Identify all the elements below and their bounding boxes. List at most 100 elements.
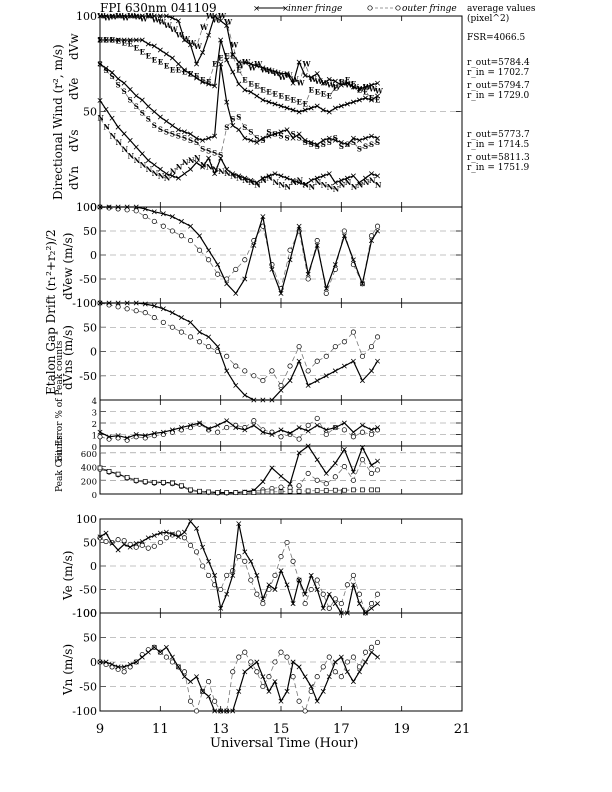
dvew-inner-point-21 xyxy=(287,257,293,263)
directional-wind-dve-inner-point-32 xyxy=(290,107,296,113)
vn-inner-point-22 xyxy=(230,708,236,714)
fit-error-outer-point-30 xyxy=(368,431,375,438)
peak-average-point-16 xyxy=(242,490,248,495)
directional-wind-dvn-outer-point-1: N xyxy=(104,123,111,132)
vn-inner-point-14 xyxy=(181,674,187,680)
dvew-inner-point-4 xyxy=(133,204,139,210)
directional-wind-dvn-outer-point-45: N xyxy=(369,176,376,185)
directional-wind-dvs-inner-point-6 xyxy=(133,93,139,99)
directional-wind-dvw-inner-point-7 xyxy=(139,13,145,19)
directional-wind-dvn-outer-point-2: N xyxy=(110,131,117,140)
directional-wind-dve-outer-point-16: E xyxy=(194,72,199,81)
peak-average-point-5 xyxy=(142,479,148,485)
directional-wind-dvw-outer-point-28: W xyxy=(265,67,274,76)
dvns-outer-point-24 xyxy=(314,358,320,364)
r-in-3: r_in = 1714.5 xyxy=(467,140,530,150)
directional-wind-dvn-outer-point-10: N xyxy=(158,171,165,180)
directional-wind-dvs-inner-point-32 xyxy=(290,135,296,141)
directional-wind-dvs-inner-point-31 xyxy=(284,127,290,133)
vn-outer-point-29 xyxy=(272,659,278,665)
vn-inner-point-6 xyxy=(133,659,139,665)
directional-wind-dve-outer-point-32: E xyxy=(291,96,296,105)
legend-average-line1: average values xyxy=(467,4,536,14)
directional-wind-dve-inner-point-31 xyxy=(284,105,290,111)
directional-wind-dvn-inner-point-41 xyxy=(344,175,350,181)
dvew-outer-point-12 xyxy=(206,257,212,263)
fit-error-outer-point-25 xyxy=(323,431,329,438)
directional-wind-dvw-inner-point-28 xyxy=(266,67,272,73)
ve-inner-point-46 xyxy=(375,601,381,607)
fit-error-inner-point-5 xyxy=(142,433,148,439)
vn-outer-point-34 xyxy=(302,708,308,714)
directional-wind-dvs-inner-point-19 xyxy=(212,133,218,139)
directional-wind-dvn-inner-point-6 xyxy=(133,144,139,150)
directional-wind-dvw-inner-point-6 xyxy=(133,13,139,19)
dvns-inner-point-29 xyxy=(359,378,365,384)
dvns-outer-point-25 xyxy=(323,353,329,359)
peak-average-point-2 xyxy=(115,471,121,477)
fit-error-outer-point-3 xyxy=(124,437,130,443)
legend-outer-o1 xyxy=(367,5,373,11)
directional-wind-dve-inner-point-34 xyxy=(302,107,308,113)
directional-wind-dve-inner-point-19 xyxy=(212,83,218,89)
xtick-label-6: 21 xyxy=(454,722,471,737)
peak-average-point-28 xyxy=(351,487,356,493)
directional-wind-dve-outer-point-20: E xyxy=(218,54,223,63)
dvns-outer-point-22 xyxy=(296,344,302,350)
peak-average-point-0 xyxy=(97,465,103,471)
r-in-4: r_in = 1751.9 xyxy=(467,163,530,173)
fit-error-inner-point-11 xyxy=(197,420,203,426)
dvew-inner-point-24 xyxy=(314,242,320,248)
directional-wind-dvs-outer-point-28: S xyxy=(266,127,271,136)
directional-wind-dvw-outer-point-17: W xyxy=(199,23,208,32)
directional-wind-dvs-outer-point-26: S xyxy=(254,134,259,143)
peak-inner-point-20 xyxy=(278,473,284,479)
directional-wind-dve-outer-point-14: E xyxy=(182,68,187,77)
directional-wind-dvs-inner-point-20 xyxy=(218,61,224,67)
directional-wind-dvs-inner-point-26 xyxy=(254,139,260,145)
dvns-inner-point-8 xyxy=(169,310,175,316)
fit-error-inner-point-29 xyxy=(359,422,365,428)
ve-inner-point-28 xyxy=(266,582,272,588)
directional-wind-dvs-outer-point-27: S xyxy=(260,136,265,145)
directional-wind-dve-outer-point-4: E xyxy=(122,39,127,48)
vn-inner-point-40 xyxy=(338,654,344,660)
directional-wind-dvn-outer-point-30: N xyxy=(279,180,286,189)
ve-outer-point-26 xyxy=(254,591,260,597)
vn-outer-point-40 xyxy=(338,674,344,680)
peak-average-point-17 xyxy=(251,490,257,495)
ve-inner-point-25 xyxy=(248,558,254,564)
directional-wind-dvs-outer-point-14: S xyxy=(182,134,187,143)
directional-wind-dvw-inner-point-17 xyxy=(200,49,206,55)
directional-wind-dve-outer-point-9: E xyxy=(152,56,157,65)
directional-wind-dvw-inner-point-22 xyxy=(230,51,236,57)
fit-error-inner-point-30 xyxy=(369,427,374,433)
directional-wind-dvw-outer-point-38: W xyxy=(326,81,335,90)
fit-error-outer-point-29 xyxy=(359,429,366,435)
fit-error-inner-point-4 xyxy=(133,432,139,437)
directional-wind-dvs-inner-point-40 xyxy=(338,139,344,145)
directional-wind-dve-inner-point-41 xyxy=(344,101,350,107)
directional-wind-dvs-outer-point-11: S xyxy=(164,127,169,136)
directional-wind-dve-inner-point-9 xyxy=(151,43,157,49)
directional-wind-dvs-outer-point-30: S xyxy=(279,132,284,141)
directional-wind-dve-inner-point-7 xyxy=(139,37,145,43)
directional-wind-dvw-inner-point-24 xyxy=(242,59,248,65)
fit-error-ytick-label-3: 3 xyxy=(92,409,97,419)
directional-wind-dvs-inner-point-17 xyxy=(200,137,206,143)
fit-error-ytick-label-2: 2 xyxy=(92,420,97,430)
directional-wind-dvn-outer-point-9: N xyxy=(152,169,159,178)
dvew-inner-point-31 xyxy=(375,228,381,234)
directional-wind-dve-outer-point-36: E xyxy=(315,88,320,97)
peak-average-point-30 xyxy=(369,487,374,493)
directional-wind-dvw-inner-point-30 xyxy=(278,71,284,77)
directional-wind-dve-outer-point-17: E xyxy=(200,76,205,85)
fit-error-outer-point-0 xyxy=(97,434,103,440)
directional-wind-dvn-outer-point-24: N xyxy=(242,176,249,185)
fit-error-outer-point-23 xyxy=(305,422,311,428)
xtick-label-5: 19 xyxy=(393,722,410,737)
vn-inner-point-41 xyxy=(344,669,350,675)
directional-wind-dvn-inner-point-8 xyxy=(145,157,151,163)
fit-error-inner-point-23 xyxy=(305,428,311,434)
vn-ytick-label-4: 100 xyxy=(76,607,97,620)
